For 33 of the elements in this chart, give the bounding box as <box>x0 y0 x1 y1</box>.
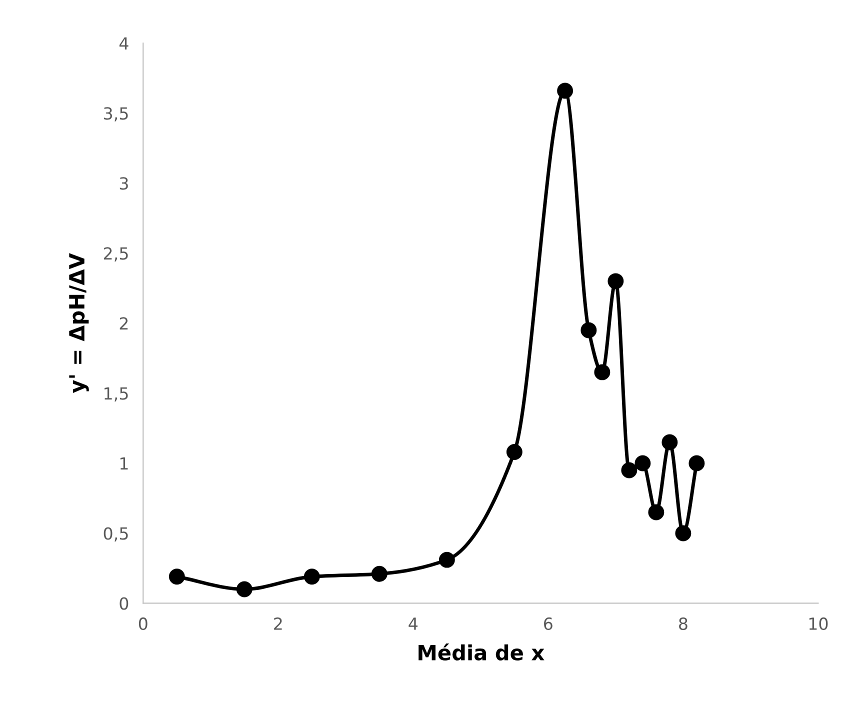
x-tick-label: 2 <box>274 617 282 630</box>
x-tick-label: 6 <box>544 617 552 630</box>
point <box>608 273 624 290</box>
y-tick-label: 1 <box>120 457 128 470</box>
point <box>662 434 678 450</box>
x-tick-label: 10 <box>809 617 828 630</box>
point <box>438 552 455 568</box>
point <box>621 462 638 478</box>
y-tick-label: 2 <box>120 317 128 330</box>
point <box>648 504 664 520</box>
y-tick-label: 2,5 <box>104 247 128 262</box>
y-tick-label: 3 <box>120 177 128 190</box>
x-tick-label: 0 <box>138 617 148 630</box>
y-tick-label: 1,5 <box>104 387 128 402</box>
y-tick-label: 3,5 <box>104 107 128 122</box>
point <box>580 322 597 338</box>
point <box>557 82 574 99</box>
point <box>304 568 320 585</box>
point <box>675 525 692 542</box>
x-tick-label: 8 <box>679 617 688 630</box>
point <box>506 444 522 460</box>
point <box>634 455 651 472</box>
point <box>594 364 610 380</box>
point <box>371 566 388 582</box>
point <box>168 568 185 585</box>
y-tick-label: 0 <box>120 597 128 610</box>
x-tick-label: 4 <box>408 618 418 630</box>
point <box>688 455 705 472</box>
y-tick-label: 0,5 <box>104 527 128 542</box>
x-axis-title: Média de x <box>418 644 544 660</box>
y-tick-label: 4 <box>119 37 128 50</box>
point <box>236 581 252 598</box>
y-axis-title: y' = ΔpH/ΔV <box>69 253 89 394</box>
